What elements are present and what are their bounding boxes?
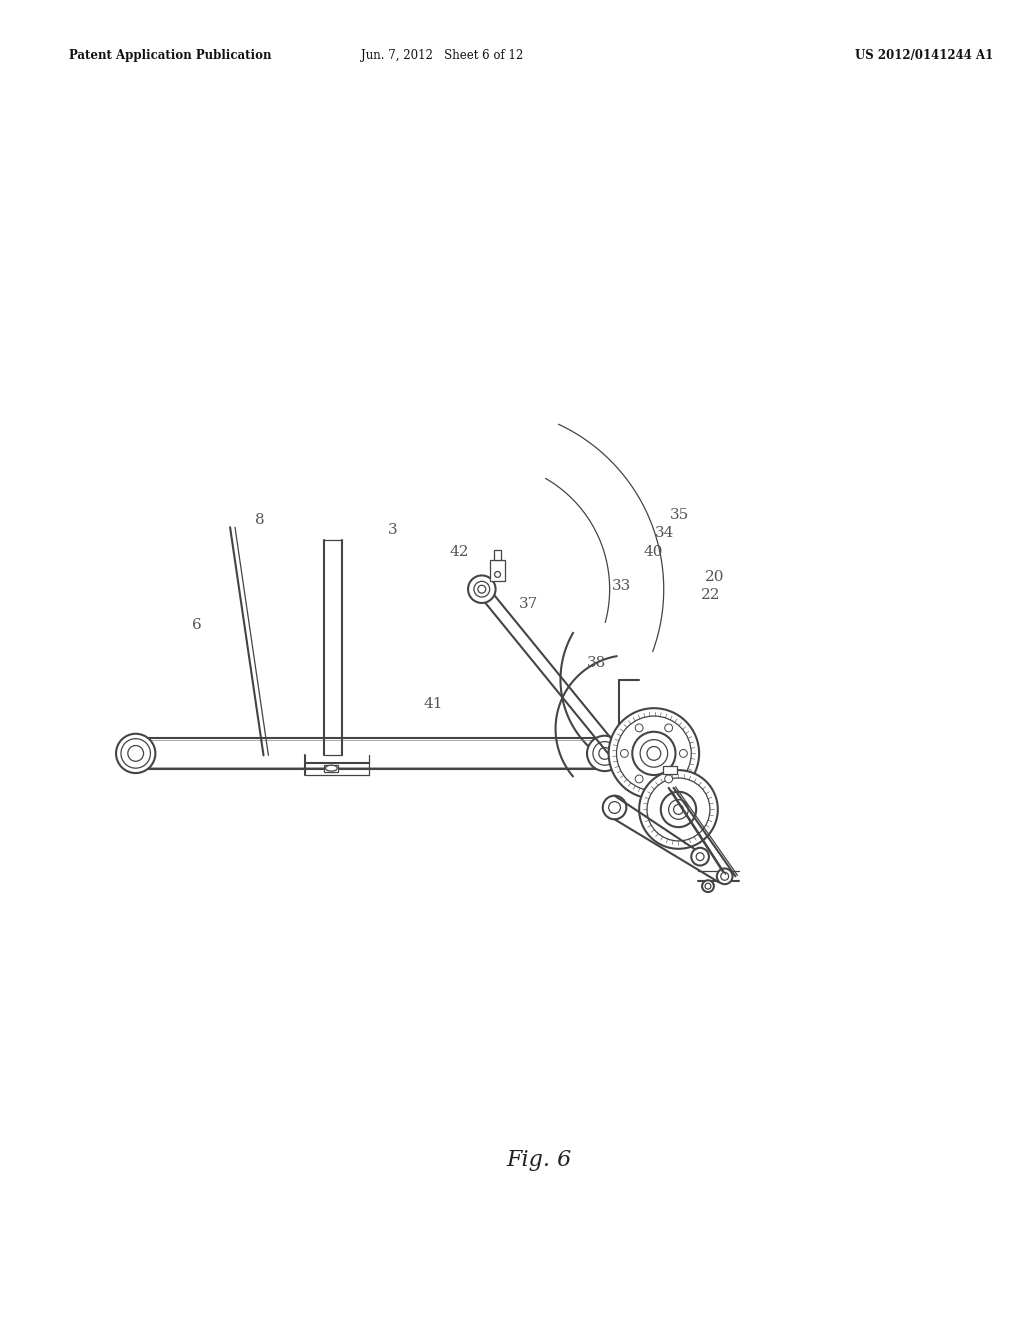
Circle shape (647, 777, 710, 841)
Circle shape (608, 709, 699, 799)
Text: Jun. 7, 2012   Sheet 6 of 12: Jun. 7, 2012 Sheet 6 of 12 (361, 49, 523, 62)
Text: 3: 3 (388, 523, 397, 537)
Circle shape (640, 739, 668, 767)
Ellipse shape (326, 766, 337, 771)
Bar (489, 560, 506, 581)
Circle shape (495, 572, 501, 577)
Circle shape (116, 734, 156, 774)
Circle shape (702, 880, 714, 892)
Bar (325, 766, 338, 772)
Circle shape (665, 723, 673, 731)
Circle shape (616, 715, 691, 791)
Text: 38: 38 (587, 656, 606, 669)
Circle shape (608, 801, 621, 813)
Circle shape (593, 742, 616, 766)
Circle shape (717, 869, 732, 884)
Circle shape (121, 739, 151, 768)
Text: 41: 41 (423, 697, 442, 711)
Circle shape (635, 723, 643, 731)
Circle shape (599, 747, 610, 759)
Circle shape (680, 750, 687, 758)
Circle shape (639, 770, 718, 849)
Circle shape (660, 792, 696, 828)
Circle shape (468, 576, 496, 603)
Text: 20: 20 (706, 570, 725, 583)
Circle shape (674, 805, 683, 814)
Text: 6: 6 (193, 618, 202, 632)
Text: 42: 42 (450, 545, 469, 560)
Circle shape (603, 796, 627, 820)
Text: 35: 35 (670, 508, 689, 521)
Circle shape (647, 747, 660, 760)
Text: 40: 40 (644, 545, 664, 560)
Circle shape (721, 873, 729, 880)
Text: 22: 22 (701, 589, 721, 602)
Circle shape (705, 883, 711, 890)
Text: 34: 34 (655, 525, 674, 540)
Circle shape (691, 847, 709, 866)
Text: Patent Application Publication: Patent Application Publication (69, 49, 271, 62)
Text: US 2012/0141244 A1: US 2012/0141244 A1 (855, 49, 993, 62)
Circle shape (621, 750, 629, 758)
Circle shape (128, 746, 143, 762)
Text: 37: 37 (519, 597, 539, 611)
Circle shape (696, 853, 705, 861)
Bar (494, 550, 502, 560)
Circle shape (474, 581, 489, 597)
Text: Fig. 6: Fig. 6 (506, 1148, 571, 1171)
Circle shape (627, 767, 632, 774)
Text: 33: 33 (611, 579, 631, 593)
Circle shape (617, 758, 641, 781)
Circle shape (669, 800, 688, 820)
Circle shape (665, 775, 673, 783)
Circle shape (587, 735, 623, 771)
Circle shape (624, 764, 635, 776)
Text: 8: 8 (255, 513, 264, 527)
Bar (663, 766, 677, 774)
Circle shape (632, 731, 676, 775)
Circle shape (635, 775, 643, 783)
Circle shape (478, 585, 485, 593)
